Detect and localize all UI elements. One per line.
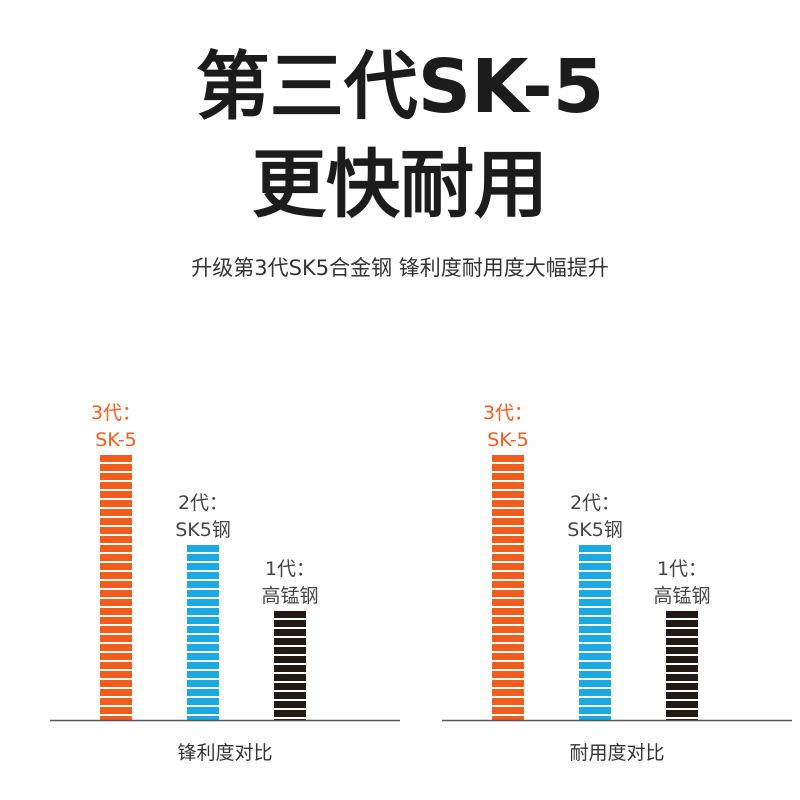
- bar-label-3-line1: 1代：: [265, 558, 315, 580]
- bar-label-2-line1: 2代：: [570, 492, 620, 514]
- bar-3: [274, 611, 306, 720]
- bar-label-2-line2: SK5钢: [567, 519, 623, 541]
- bar-label-1-line1: 3代：: [483, 402, 533, 424]
- durability-chart-title: 耐用度对比: [569, 742, 665, 764]
- bar-label-1-line2: SK-5: [487, 429, 528, 451]
- subtitle: 升级第3代SK5合金钢 锋利度耐用度大幅提升: [191, 256, 609, 280]
- sharpness-chart-title: 锋利度对比: [177, 742, 273, 764]
- bar-3: [666, 611, 698, 720]
- bar-label-1-line1: 3代：: [91, 402, 141, 424]
- bar-label-2-line2: SK5钢: [175, 519, 231, 541]
- bar-label-3-line1: 1代：: [657, 558, 707, 580]
- title-line-1: 第三代SK-5: [195, 44, 605, 130]
- sharpness-chart: 3代： SK-5 2代： SK5钢 1代： 高锰钢 锋利度对比: [50, 360, 400, 780]
- bar-1: [492, 455, 524, 720]
- bar-label-2-line1: 2代：: [178, 492, 228, 514]
- bar-label-1-line2: SK-5: [95, 429, 136, 451]
- bar-label-3-line2: 高锰钢: [261, 585, 318, 607]
- durability-chart: 3代： SK-5 2代： SK5钢 1代： 高锰钢 耐用度对比: [442, 360, 792, 780]
- bar-label-3-line2: 高锰钢: [653, 585, 710, 607]
- bar-2: [579, 545, 611, 720]
- sharpness-chart-svg: 3代： SK-5 2代： SK5钢 1代： 高锰钢: [50, 402, 400, 722]
- bar-2: [187, 545, 219, 720]
- durability-chart-svg: 3代： SK-5 2代： SK5钢 1代： 高锰钢: [442, 402, 792, 722]
- bar-1: [100, 455, 132, 720]
- title-line-2: 更快耐用: [252, 142, 548, 228]
